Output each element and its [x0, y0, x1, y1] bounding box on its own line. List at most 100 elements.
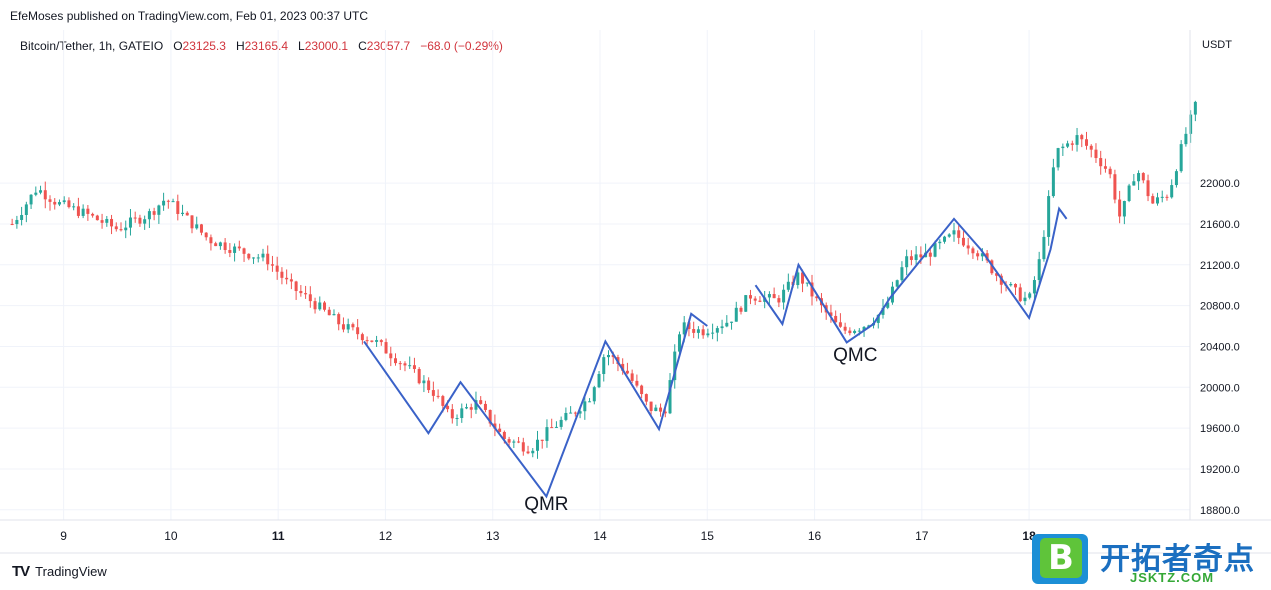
tradingview-brand[interactable]: TradingView: [35, 564, 107, 579]
candle-body: [625, 370, 629, 374]
candle-body: [786, 281, 790, 290]
candle-body: [715, 328, 719, 333]
candle-body: [214, 243, 218, 247]
y-tick-label: 20000.0: [1200, 382, 1240, 394]
candle-body: [621, 363, 625, 371]
candle-body: [588, 401, 592, 403]
candle-body: [796, 272, 800, 286]
candle-body: [162, 200, 166, 206]
candle-body: [739, 307, 743, 312]
candle-body: [1089, 145, 1093, 150]
candle-body: [1141, 173, 1145, 181]
candle-body: [152, 211, 156, 215]
candle-body: [535, 439, 539, 451]
candle-body: [275, 265, 279, 272]
candle-body: [304, 293, 308, 295]
candle-body: [1051, 167, 1055, 197]
candle-body: [398, 363, 402, 365]
candle-body: [498, 428, 502, 432]
candle-body: [966, 245, 970, 249]
candle-body: [777, 298, 781, 303]
candle-body: [228, 250, 232, 253]
candle-body: [389, 353, 393, 359]
candle-body: [1193, 101, 1197, 115]
candle-body: [957, 230, 961, 238]
tradingview-logo-icon[interactable]: TV: [12, 563, 30, 580]
candle-body: [1032, 280, 1036, 294]
candle-body: [961, 237, 965, 246]
candle-body: [20, 214, 24, 220]
candle-body: [10, 223, 14, 225]
candle-body: [138, 217, 142, 224]
candle-body: [540, 439, 544, 441]
candle-body: [517, 441, 521, 443]
candle-body: [100, 220, 104, 223]
candle-body: [1108, 168, 1112, 175]
candle-body: [1085, 139, 1089, 146]
candle-body: [190, 215, 194, 229]
price-axis[interactable]: 18800.0 19200.0 19600.0 20000.0 20400.0 20800…: [1200, 39, 1240, 517]
candle-body: [554, 426, 558, 428]
pattern-annotation: QMR: [524, 494, 568, 515]
candle-body: [711, 332, 715, 334]
candle-body: [341, 324, 345, 330]
candle-body: [1189, 114, 1193, 134]
candle-body: [412, 365, 416, 370]
candle-body: [81, 208, 85, 216]
candle-body: [815, 296, 819, 299]
candle-body: [53, 201, 57, 205]
candle-body: [1099, 158, 1103, 167]
candle-body: [569, 412, 573, 414]
candle-body: [1165, 196, 1169, 198]
candle-body: [266, 253, 270, 265]
candle-body: [280, 271, 284, 278]
candle-body: [483, 403, 487, 410]
candle-body: [455, 418, 459, 420]
candle-body: [157, 205, 161, 215]
candle-body: [261, 253, 265, 258]
x-tick-label: 15: [701, 529, 715, 543]
candle-body: [853, 330, 857, 334]
candle-body: [209, 237, 213, 244]
candle-body: [1018, 287, 1022, 302]
candle-body: [952, 230, 956, 235]
y-tick-label: 19600.0: [1200, 423, 1240, 435]
candle-body: [233, 246, 237, 253]
candle-body: [507, 439, 511, 443]
candle-body: [521, 442, 525, 452]
candle-body: [550, 427, 554, 429]
candle-body: [597, 374, 601, 388]
attribution-text: EfeMoses published on TradingView.com, F…: [10, 9, 368, 23]
candle-body: [370, 340, 374, 342]
time-axis[interactable]: 9 10 11 12 13 14 15 16 17 18: [60, 529, 1036, 543]
candle-body: [602, 357, 606, 375]
candle-body: [772, 294, 776, 299]
pattern-lines: [363, 206, 1068, 499]
candle-body: [857, 330, 861, 332]
candle-body: [379, 340, 383, 343]
candle-body: [204, 232, 208, 238]
candle-body: [474, 400, 478, 410]
candle-body: [469, 407, 473, 410]
candle-body: [195, 224, 199, 229]
candle-body: [394, 358, 398, 364]
candle-body: [110, 218, 114, 227]
candles: [10, 100, 1197, 459]
candle-body: [237, 246, 241, 249]
pattern-line: [754, 206, 1068, 344]
candle-body: [242, 248, 246, 254]
candle-body: [1174, 171, 1178, 186]
x-tick-label: 14: [593, 529, 607, 543]
candle-body: [1075, 135, 1079, 145]
candle-body: [933, 243, 937, 257]
candle-body: [928, 252, 932, 257]
candle-body: [1023, 297, 1027, 302]
candle-body: [1037, 259, 1041, 281]
candle-body: [1151, 196, 1155, 204]
candle-body: [76, 206, 80, 216]
candle-body: [725, 322, 729, 327]
candle-body: [431, 390, 435, 396]
candle-body: [308, 294, 312, 302]
candle-body: [24, 204, 28, 215]
